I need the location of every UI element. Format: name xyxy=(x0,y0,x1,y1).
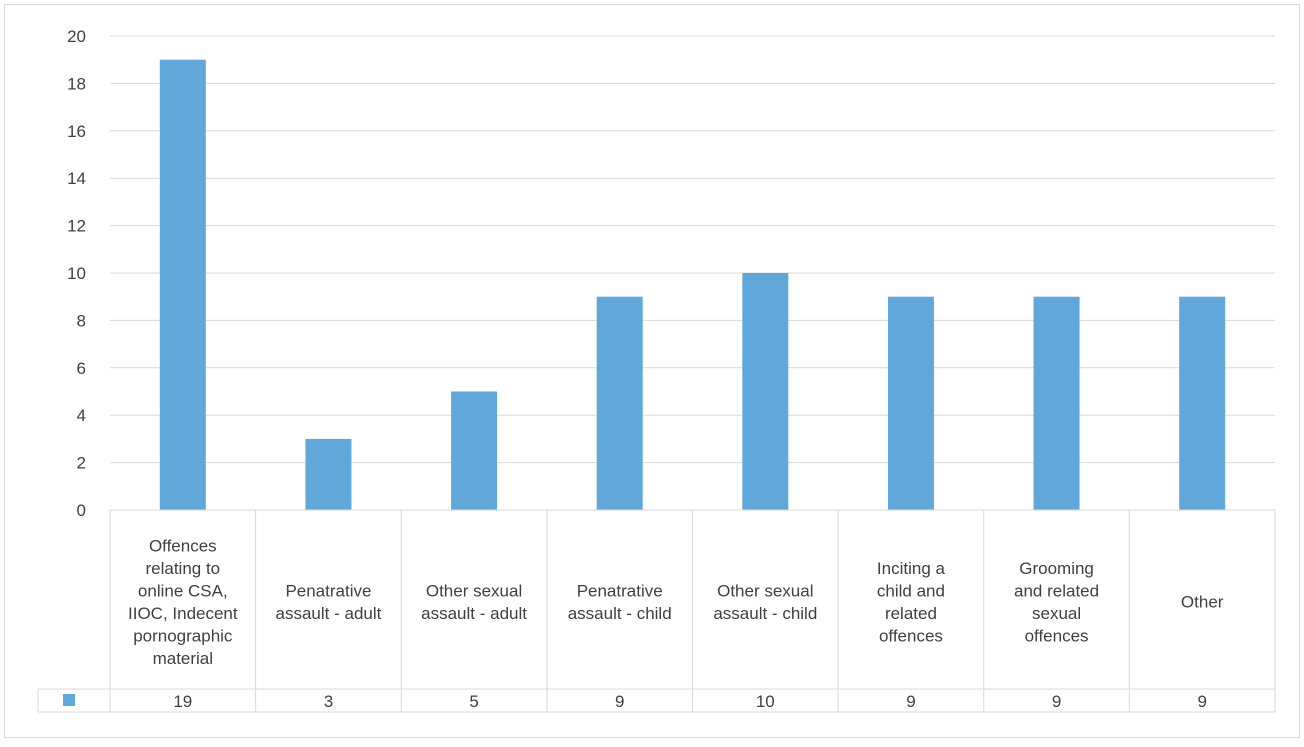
category-label-line: assault - adult xyxy=(421,604,527,623)
category-label-line: assault - adult xyxy=(276,604,382,623)
value-label: 19 xyxy=(173,692,192,711)
y-tick-label: 10 xyxy=(67,264,86,283)
bar xyxy=(451,391,498,510)
category-label-line: Other sexual xyxy=(426,581,522,600)
category-label: Other sexual assault - child xyxy=(713,581,817,623)
data-table: Offences relating to online CSA, IIOC, Inde… xyxy=(37,509,1276,713)
category-label-line: offences xyxy=(1025,626,1089,645)
y-tick-label: 8 xyxy=(77,311,86,330)
value-label: 9 xyxy=(906,692,915,711)
y-tick-label: 14 xyxy=(67,169,86,188)
category-label-line: material xyxy=(153,649,213,668)
category-label: Grooming and related sexual offences xyxy=(1014,559,1099,646)
category-label-line: Inciting a xyxy=(877,559,946,578)
category-label: Penatrative assault - child xyxy=(568,581,672,623)
bar xyxy=(1179,296,1226,510)
y-tick-label: 16 xyxy=(67,122,86,141)
bars xyxy=(159,59,1226,510)
category-label: Other xyxy=(1181,593,1224,612)
category-label-line: assault - child xyxy=(713,604,817,623)
category-label-line: Penatrative xyxy=(577,581,663,600)
bar xyxy=(887,296,934,510)
square-icon xyxy=(63,694,75,706)
category-label: Other sexual assault - adult xyxy=(421,581,527,623)
value-label: 10 xyxy=(756,692,775,711)
category-label: Penatrative assault - adult xyxy=(276,581,382,623)
bar xyxy=(1033,296,1080,510)
category-label-line: assault - child xyxy=(568,604,672,623)
category-label: Inciting a child and related offences xyxy=(877,559,946,646)
value-label: 9 xyxy=(1052,692,1061,711)
y-tick-label: 4 xyxy=(77,406,86,425)
bar xyxy=(596,296,643,510)
y-tick-label: 18 xyxy=(67,74,86,93)
bar xyxy=(159,59,206,510)
category-label-line: sexual xyxy=(1032,604,1081,623)
value-label: 9 xyxy=(1197,692,1206,711)
y-tick-label: 6 xyxy=(77,359,86,378)
y-axis-ticks: 0 2 4 6 8 10 12 14 16 18 20 xyxy=(67,27,86,520)
category-label-line: Other xyxy=(1181,593,1224,612)
value-label: 3 xyxy=(324,692,333,711)
category-label: Offences relating to online CSA, IIOC, Inde… xyxy=(128,536,238,668)
value-label: 5 xyxy=(469,692,478,711)
category-label-line: Grooming xyxy=(1019,559,1094,578)
category-label-line: Offences xyxy=(149,536,217,555)
bar xyxy=(305,438,352,510)
category-label-line: pornographic xyxy=(133,626,233,645)
category-label-line: relating to xyxy=(145,559,220,578)
y-tick-label: 2 xyxy=(77,454,86,473)
y-tick-label: 12 xyxy=(67,217,86,236)
category-label-line: related xyxy=(885,604,937,623)
category-label-line: child and xyxy=(877,581,945,600)
y-tick-label: 0 xyxy=(77,501,86,520)
category-label-line: Penatrative xyxy=(285,581,371,600)
bar xyxy=(742,273,789,510)
gridlines xyxy=(110,35,1275,464)
category-label-line: Other sexual xyxy=(717,581,813,600)
category-label-line: offences xyxy=(879,626,943,645)
category-label-line: and related xyxy=(1014,581,1099,600)
y-tick-label: 20 xyxy=(67,27,86,46)
category-label-line: online CSA, xyxy=(138,581,228,600)
chart-border xyxy=(4,4,1300,738)
value-label: 9 xyxy=(615,692,624,711)
category-label-line: IIOC, Indecent xyxy=(128,604,238,623)
